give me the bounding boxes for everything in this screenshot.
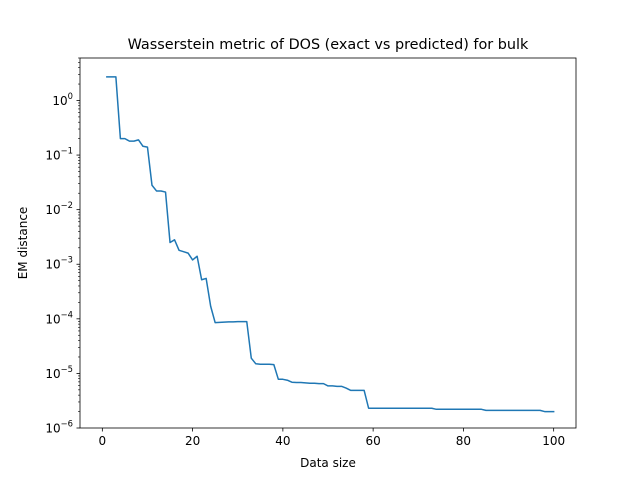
chart-title: Wasserstein metric of DOS (exact vs pred…: [128, 37, 529, 53]
x-tick-label: 0: [99, 434, 107, 448]
plot-area: 0 20 40 60 80 100 100 10−1 10−2 10−3 10−4 10−5 10−6: [45, 57, 577, 448]
x-tick-label: 100: [542, 434, 565, 448]
y-tick-label: 10−1: [45, 146, 73, 163]
x-axis-ticks: 0 20 40 60 80 100: [99, 428, 565, 448]
axes-frame: [79, 57, 577, 429]
y-axis-label: EM distance: [16, 207, 30, 280]
series-group: [106, 76, 555, 413]
y-tick-label: 10−6: [45, 419, 73, 436]
y-axis-ticks: 100 10−1 10−2 10−3 10−4 10−5 10−6: [45, 91, 80, 436]
series-line: [106, 76, 555, 413]
x-tick-label: 20: [185, 434, 200, 448]
y-tick-label: 100: [52, 91, 73, 108]
x-axis-label: Data size: [300, 456, 356, 470]
y-tick-label: 10−4: [45, 309, 73, 326]
x-tick-label: 60: [365, 434, 380, 448]
x-tick-label: 80: [456, 434, 471, 448]
y-tick-label: 10−3: [45, 255, 73, 272]
y-tick-label: 10−5: [45, 364, 73, 381]
x-tick-label: 40: [275, 434, 290, 448]
y-tick-label: 10−2: [45, 200, 73, 217]
